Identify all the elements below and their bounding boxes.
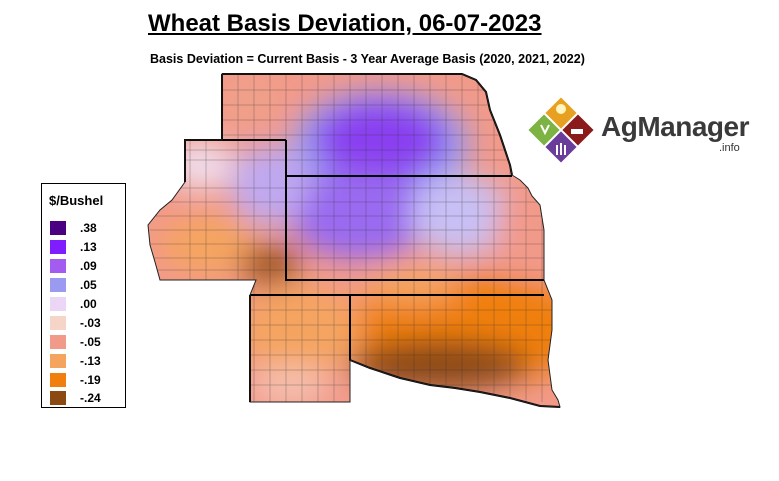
legend-item: .38 [50, 220, 122, 236]
legend-label: -.19 [80, 373, 101, 387]
county-boundaries [150, 74, 560, 402]
legend-swatch [50, 316, 66, 330]
legend-label: .09 [80, 259, 97, 273]
legend-label: -.03 [80, 316, 101, 330]
legend-label: .38 [80, 221, 97, 235]
legend-swatch [50, 391, 66, 405]
legend-label: -.24 [80, 391, 101, 405]
legend-swatch [50, 297, 66, 311]
legend-swatch [50, 259, 66, 273]
legend-label: -.05 [80, 335, 101, 349]
legend-swatch [50, 354, 66, 368]
legend-item: .05 [50, 277, 122, 293]
legend-label: -.13 [80, 354, 101, 368]
legend-item: -.05 [50, 334, 122, 350]
legend-item: -.24 [50, 390, 122, 406]
legend-item: .00 [50, 296, 122, 312]
legend-swatch [50, 373, 66, 387]
legend-swatch [50, 221, 66, 235]
legend-item: -.19 [50, 372, 122, 388]
legend-swatch [50, 335, 66, 349]
agmanager-logo: AgManager .info [523, 95, 753, 165]
legend-item: -.13 [50, 353, 122, 369]
legend-label: .05 [80, 278, 97, 292]
region-outline [147, 73, 561, 408]
logo-suffix: .info [719, 142, 740, 154]
legend-swatch [50, 240, 66, 254]
map-subtitle: Basis Deviation = Current Basis - 3 Year… [150, 52, 585, 66]
legend: $/Bushel .38 .13 .09 .05 .00 -.03 -.05 -… [41, 183, 126, 408]
logo-wordmark: AgManager [601, 111, 749, 142]
map-title: Wheat Basis Deviation, 06-07-2023 [148, 10, 542, 37]
legend-label: .00 [80, 297, 97, 311]
legend-item: .09 [50, 258, 122, 274]
legend-swatch [50, 278, 66, 292]
legend-title: $/Bushel [49, 193, 104, 208]
legend-item: -.03 [50, 315, 122, 331]
logo-diamond-icon [528, 97, 594, 163]
legend-item: .13 [50, 239, 122, 255]
legend-label: .13 [80, 240, 97, 254]
